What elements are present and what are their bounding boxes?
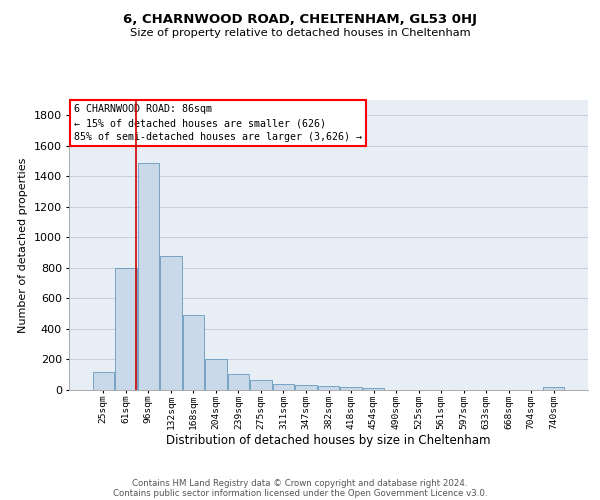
- Bar: [273, 384, 294, 390]
- Text: Contains HM Land Registry data © Crown copyright and database right 2024.: Contains HM Land Registry data © Crown c…: [132, 478, 468, 488]
- Bar: [228, 374, 249, 390]
- Text: 6 CHARNWOOD ROAD: 86sqm
← 15% of detached houses are smaller (626)
85% of semi-d: 6 CHARNWOOD ROAD: 86sqm ← 15% of detache…: [74, 104, 362, 142]
- Bar: [137, 162, 159, 390]
- Bar: [318, 386, 339, 390]
- Bar: [160, 256, 182, 390]
- Bar: [250, 380, 272, 390]
- Bar: [340, 387, 362, 390]
- Text: Size of property relative to detached houses in Cheltenham: Size of property relative to detached ho…: [130, 28, 470, 38]
- Y-axis label: Number of detached properties: Number of detached properties: [19, 158, 28, 332]
- X-axis label: Distribution of detached houses by size in Cheltenham: Distribution of detached houses by size …: [166, 434, 491, 447]
- Bar: [363, 388, 384, 390]
- Bar: [92, 372, 114, 390]
- Bar: [543, 387, 565, 390]
- Text: Contains public sector information licensed under the Open Government Licence v3: Contains public sector information licen…: [113, 488, 487, 498]
- Bar: [115, 268, 137, 390]
- Bar: [295, 384, 317, 390]
- Bar: [205, 358, 227, 390]
- Text: 6, CHARNWOOD ROAD, CHELTENHAM, GL53 0HJ: 6, CHARNWOOD ROAD, CHELTENHAM, GL53 0HJ: [123, 12, 477, 26]
- Bar: [182, 315, 204, 390]
